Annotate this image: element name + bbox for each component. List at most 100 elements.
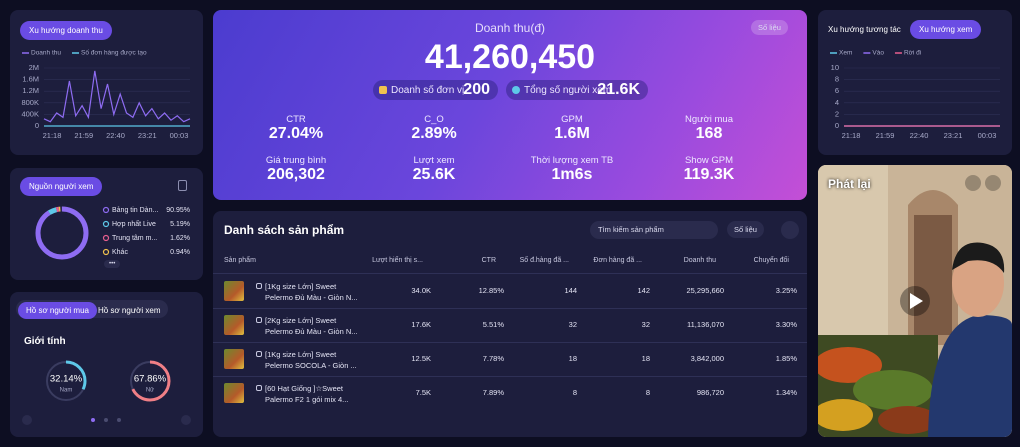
engagement-panel: Xu hướng tương tác Xu hướng xem 0 2 4 6 8 10 2… xyxy=(818,10,1012,155)
video-panel: Phát lại xyxy=(818,165,1012,437)
metric-label: Giá trung bình xyxy=(265,155,327,166)
page-dot[interactable] xyxy=(117,418,121,422)
y-tick-label: 400K xyxy=(21,109,39,118)
product-name: [1Kg size Lớn] Sweet Pelermo Đủ Màu - Gi… xyxy=(265,282,358,302)
legend-label: Hợp nhất Live xyxy=(112,219,156,228)
tab[interactable]: Xu hướng xem xyxy=(910,20,982,39)
metric-value: 168 xyxy=(695,125,723,142)
table-cell: 3.30% xyxy=(775,320,797,329)
product-name: [60 Hạt Giống ]☆Sweet Palermo F2 1 gói m… xyxy=(265,384,349,404)
more-button[interactable]: ••• xyxy=(104,260,121,268)
table-cell: 3.25% xyxy=(775,286,797,295)
table-cell: 3,842,000 xyxy=(690,354,724,363)
metric-label: C_O xyxy=(424,114,444,125)
gender-donuts: 32.14% Nam 67.86% Nữ xyxy=(22,360,191,425)
page-dot[interactable] xyxy=(104,418,108,422)
metrics-button[interactable]: Số liệu xyxy=(751,20,788,35)
metric-value: 27.04% xyxy=(268,125,324,142)
metrics-button[interactable]: Số liệu xyxy=(727,221,764,238)
product-image xyxy=(224,349,244,369)
row-divider xyxy=(213,376,807,377)
viewer-source-panel: Nguồn người xem Bảng tin Dàn... 90.95% Hợp… xyxy=(10,168,203,280)
next-button[interactable] xyxy=(181,415,191,425)
metric-value: 1m6s xyxy=(551,166,593,183)
link-icon xyxy=(256,385,262,391)
table-cell: 11,136,070 xyxy=(687,320,724,329)
x-tick-label: 21:18 xyxy=(842,131,861,140)
link-icon xyxy=(256,317,262,323)
tab[interactable]: Hồ sơ người mua xyxy=(18,302,97,319)
table-cell: 18 xyxy=(568,354,577,363)
sort-icon xyxy=(499,258,503,265)
legend-value: 0.94% xyxy=(170,249,190,256)
search-box[interactable] xyxy=(590,221,718,239)
table-cell: 1.34% xyxy=(775,388,797,397)
table-cell: 8 xyxy=(572,388,577,397)
product-name: [1Kg size Lớn] Sweet Pelermo SOCOLA - Gi… xyxy=(265,350,357,370)
metric-value: 25.6K xyxy=(412,166,456,183)
table-cell: 7.5K xyxy=(415,388,431,397)
x-tick-label: 23:21 xyxy=(944,131,963,140)
tab[interactable]: Xu hướng doanh thu xyxy=(20,21,112,40)
column-header: Số đ.hàng đã ... xyxy=(519,257,569,264)
y-tick-label: 8 xyxy=(835,75,839,84)
row-divider xyxy=(213,342,807,343)
table-cell: 32 xyxy=(641,320,650,329)
x-tick-label: 23:21 xyxy=(138,131,157,140)
legend-value: 90.95% xyxy=(166,207,190,214)
stat-chip: Tổng số người xem 21.6K xyxy=(506,80,648,100)
sort-icon xyxy=(792,258,796,265)
donut-label: Nữ xyxy=(146,388,154,394)
column-header: Doanh thu xyxy=(683,257,716,264)
chip-label: Doanh số đơn vị xyxy=(391,85,465,96)
product-image xyxy=(224,383,244,403)
engagement-chart: 0 2 4 6 8 10 21:18 21:59 22:40 23:21 00:03 Xem Vào Rờ… xyxy=(830,50,1000,140)
table-cell: 142 xyxy=(637,286,650,295)
table-cell: 17.6K xyxy=(411,320,431,329)
y-tick-label: 4 xyxy=(835,98,839,107)
page-dot[interactable] xyxy=(91,418,95,422)
tab[interactable]: Nguồn người xem xyxy=(20,177,103,196)
legend-label: Khác xyxy=(112,249,128,256)
table-cell: 32 xyxy=(568,320,577,329)
donut-value: 67.86% xyxy=(134,374,167,385)
legend-label: Số đơn hàng được tạo xyxy=(81,48,147,57)
donut-label: Nam xyxy=(60,388,73,394)
legend-label: Doanh thu xyxy=(31,50,61,57)
x-tick-label: 00:03 xyxy=(170,131,189,140)
video-title: Phát lại xyxy=(828,177,871,191)
metric-value: 206,302 xyxy=(267,166,325,183)
legend-value: 1.62% xyxy=(170,235,190,242)
viewer-donut: Bảng tin Dàn... 90.95% Hợp nhất Live 5.19% T… xyxy=(35,206,190,260)
table-cell: 12.85% xyxy=(478,286,504,295)
video-frame[interactable] xyxy=(818,165,1012,437)
metric-label: Lượt xem xyxy=(413,155,455,166)
table-cell: 7.89% xyxy=(482,388,504,397)
metric-label: Người mua xyxy=(685,114,733,125)
profile-panel: Hồ sơ người mua Hồ sơ người xem Giới tín… xyxy=(10,292,203,437)
table-cell: 25,295,660 xyxy=(686,286,724,295)
export-icon[interactable] xyxy=(178,180,187,191)
table-cell: 144 xyxy=(564,286,577,295)
stat-chip: Doanh số đơn vị 200 xyxy=(373,80,498,100)
header-divider xyxy=(213,273,807,274)
y-tick-label: 10 xyxy=(831,63,839,72)
sort-icon xyxy=(426,258,430,265)
x-tick-label: 21:59 xyxy=(74,131,93,140)
x-tick-label: 22:40 xyxy=(106,131,125,140)
y-tick-label: 0 xyxy=(835,121,839,130)
products-panel: Danh sách sản phẩm Tìm kiếm sản phẩm Số … xyxy=(213,211,807,437)
row-divider xyxy=(213,308,807,309)
y-tick-label: 800K xyxy=(21,98,39,107)
tab[interactable]: Hồ sơ người xem xyxy=(98,306,161,315)
legend-dot xyxy=(102,206,110,214)
legend-dot xyxy=(102,220,110,228)
revenue-chart: 0 400K 800K 1.2M 1.6M 2M 21:18 21:59 22:40 23:21 0… xyxy=(21,48,191,140)
y-tick-label: 1.6M xyxy=(22,75,39,84)
tab[interactable]: Xu hướng tương tác xyxy=(828,25,901,34)
download-button[interactable] xyxy=(781,221,799,239)
legend-label: Bảng tin Dàn... xyxy=(112,207,158,214)
legend-dot xyxy=(102,248,110,256)
table-cell: 1.85% xyxy=(775,354,797,363)
prev-button[interactable] xyxy=(22,415,32,425)
